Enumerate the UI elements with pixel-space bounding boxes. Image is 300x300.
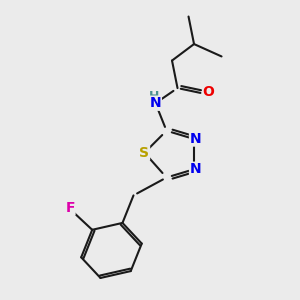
Text: N: N (190, 132, 201, 146)
Text: O: O (203, 85, 214, 99)
Text: F: F (65, 201, 75, 215)
Text: S: S (140, 146, 149, 160)
Text: H: H (149, 90, 159, 103)
Text: N: N (150, 96, 161, 110)
Text: N: N (190, 162, 201, 176)
